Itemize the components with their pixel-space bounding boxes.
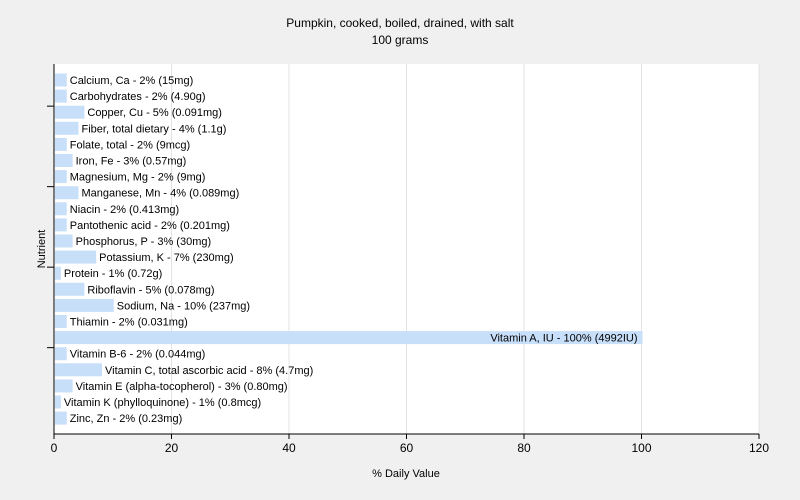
axes: [47, 64, 760, 439]
gridlines: [171, 64, 760, 434]
bar: [55, 170, 67, 184]
bar: [55, 250, 97, 264]
bar: [55, 298, 114, 312]
chart-subtitle: 100 grams: [372, 33, 429, 47]
bar-label: Vitamin K (phylloquinone) - 1% (0.8mcg): [64, 397, 261, 409]
bar: [55, 379, 73, 393]
bars: [55, 73, 643, 425]
bar-label: Protein - 1% (0.72g): [64, 268, 162, 280]
bar: [55, 186, 79, 200]
bar: [55, 234, 73, 248]
x-tick-label: 80: [517, 441, 531, 455]
bar: [55, 315, 67, 328]
bar-label: Pantothenic acid - 2% (0.201mg): [70, 220, 230, 232]
bar: [55, 202, 67, 216]
bar: [55, 282, 85, 296]
bar-label: Folate, total - 2% (9mcg): [70, 139, 190, 151]
bar: [55, 347, 67, 361]
x-tick-label: 60: [400, 441, 414, 455]
bar-label: Magnesium, Mg - 2% (9mg): [70, 172, 206, 184]
bar: [55, 218, 67, 232]
bar-label: Zinc, Zn - 2% (0.23mg): [70, 413, 182, 425]
bar: [55, 73, 67, 87]
x-tick-label: 20: [165, 441, 179, 455]
bar-label: Vitamin E (alpha-tocopherol) - 3% (0.80m…: [76, 381, 288, 393]
bar: [55, 89, 67, 103]
chart-title: Pumpkin, cooked, boiled, drained, with s…: [286, 16, 514, 30]
bar: [55, 363, 102, 377]
bar: [55, 137, 67, 151]
bar: [55, 105, 85, 119]
bar-label: Potassium, K - 7% (230mg): [99, 252, 234, 264]
y-axis-label: Nutrient: [36, 230, 48, 269]
bar-label: Manganese, Mn - 4% (0.089mg): [82, 188, 240, 200]
bar-labels: Calcium, Ca - 2% (15mg) Carbohydrates - 2…: [64, 75, 638, 425]
x-tick-label: 0: [51, 441, 58, 455]
bar: [55, 266, 61, 280]
bar-label: Vitamin B-6 - 2% (0.044mg): [70, 349, 206, 361]
bar: [55, 154, 73, 167]
bar-label: Fiber, total dietary - 4% (1.1g): [82, 123, 227, 135]
bar: [55, 331, 643, 345]
bar-label: Phosphorus, P - 3% (30mg): [76, 236, 212, 248]
bar-label: Niacin - 2% (0.413mg): [70, 204, 179, 216]
bar-label: Calcium, Ca - 2% (15mg): [70, 75, 193, 87]
x-tick-label: 120: [749, 441, 769, 455]
x-tick-label: 40: [282, 441, 296, 455]
bar-label: Vitamin C, total ascorbic acid - 8% (4.7…: [105, 365, 313, 377]
bar-label: Iron, Fe - 3% (0.57mg): [76, 156, 187, 168]
bar-label: Riboflavin - 5% (0.078mg): [87, 284, 214, 296]
x-tick-label: 100: [631, 441, 651, 455]
bar: [55, 395, 61, 409]
x-axis-label: % Daily Value: [372, 468, 440, 480]
bar-label: Carbohydrates - 2% (4.90g): [70, 91, 206, 103]
bar: [55, 411, 67, 425]
bar: [55, 121, 79, 135]
bar-label: Thiamin - 2% (0.031mg): [70, 317, 188, 329]
bar-label: Copper, Cu - 5% (0.091mg): [87, 107, 222, 119]
bar-label: Sodium, Na - 10% (237mg): [117, 300, 250, 312]
bar-label: Vitamin A, IU - 100% (4992IU): [490, 333, 637, 345]
x-tick-labels: 0 20 40 60 80 100 120: [51, 441, 770, 455]
